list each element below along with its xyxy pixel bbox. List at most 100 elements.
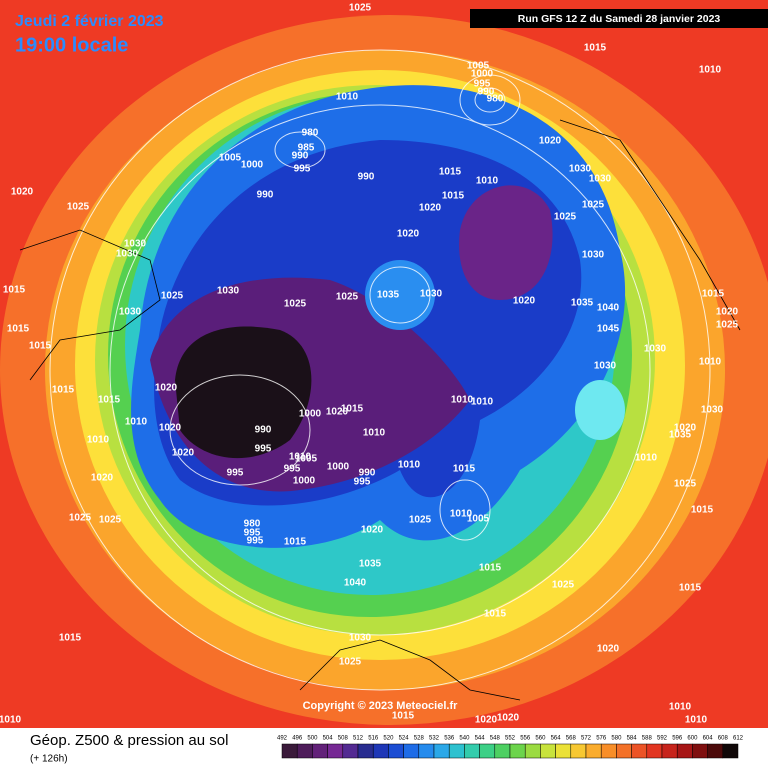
isobar-label: 1020: [716, 307, 739, 318]
isobar-label: 1030: [217, 286, 240, 297]
isobar-label: 1005: [467, 514, 490, 525]
scale-label: 568: [566, 736, 577, 742]
isobar-label: 1015: [3, 285, 26, 296]
isobar-label: 1000: [471, 69, 494, 80]
scale-label: 556: [520, 736, 531, 742]
isobar-label: 1030: [124, 239, 147, 250]
isobar-label: 990: [478, 87, 495, 98]
scale-box: [403, 743, 420, 759]
scale-box: [418, 743, 435, 759]
scale-box: [357, 743, 374, 759]
isobar-label: 1010: [87, 435, 110, 446]
isobar-label: 1020: [159, 423, 182, 434]
run-box: [470, 9, 768, 28]
isobar-label: 1025: [161, 291, 184, 302]
scale-box: [372, 743, 389, 759]
isobar-label: 990: [292, 151, 309, 162]
scale-box: [570, 743, 587, 759]
scale-label: 492: [277, 736, 288, 742]
isobar-label: 1025: [674, 479, 697, 490]
isobar-label: 1010: [451, 395, 474, 406]
scale-box: [327, 743, 344, 759]
scale-box: [281, 743, 298, 759]
scale-box: [600, 743, 617, 759]
isobar-label: 1020: [674, 423, 697, 434]
isobar-labels: 1025101510101005100099599098010109809859…: [0, 3, 739, 726]
isobar-label: 1015: [59, 633, 82, 644]
scale-label: 588: [642, 736, 653, 742]
scale-box: [494, 743, 511, 759]
scale-box: [722, 743, 739, 759]
scale-label: 508: [338, 736, 349, 742]
scale-box: [540, 743, 556, 759]
scale-box: [707, 743, 724, 759]
scale-box: [464, 743, 480, 759]
isobar-label: 1000: [241, 160, 264, 171]
isobar-label: 1025: [284, 299, 307, 310]
geopotential-field: [0, 0, 768, 728]
isobar-label: 1030: [119, 307, 142, 318]
isobar-label: 1025: [582, 200, 605, 211]
isobar-label: 995: [255, 444, 272, 455]
scale-box: [661, 743, 678, 759]
isobar-label: 1030: [582, 250, 605, 261]
isobar-label: 1010: [699, 357, 722, 368]
isobar-label: 1015: [439, 167, 462, 178]
isobar-label: 990: [257, 190, 274, 201]
isobar-label: 1000: [299, 409, 322, 420]
scale-label: 540: [459, 736, 470, 742]
scale-box: [676, 743, 693, 759]
isobar-label: 995: [354, 477, 371, 488]
isobar-label: 1010: [699, 65, 722, 76]
isobar-label: 1020: [326, 407, 349, 418]
isobar-lines: [49, 49, 711, 691]
copyright: Copyright © 2023 Meteociel.fr: [303, 700, 459, 712]
scale-label: 596: [672, 736, 683, 742]
isobar-label: 1010: [450, 509, 473, 520]
isobar-label: 1020: [91, 473, 114, 484]
isobar-label: 1030: [594, 361, 617, 372]
isobar-label: 1040: [344, 578, 367, 589]
scale-label: 532: [429, 736, 440, 742]
scale-label: 580: [611, 736, 622, 742]
isobar-label: 1020: [155, 383, 178, 394]
scale-label: 548: [490, 736, 501, 742]
isobar-label: 1035: [669, 430, 692, 441]
isobar-label: 990: [255, 425, 272, 436]
isobar-label: 1000: [293, 476, 316, 487]
scale-box: [479, 743, 496, 759]
isobar-label: 1015: [479, 563, 502, 574]
scale-label: 592: [657, 736, 668, 742]
isobar-label: 1025: [554, 212, 577, 223]
isobar-label: 1010: [635, 453, 658, 464]
scale-box: [631, 743, 648, 759]
isobar-label: 1030: [644, 344, 667, 355]
isobar-label: 1025: [69, 513, 92, 524]
scale-box: [509, 743, 526, 759]
scale-label: 564: [551, 736, 562, 742]
scale-label: 572: [581, 736, 592, 742]
isobar-label: 1020: [397, 229, 420, 240]
scale-label: 528: [414, 736, 425, 742]
isobar-label: 1015: [484, 609, 507, 620]
isobar-label: 1030: [589, 174, 612, 185]
scale-box: [448, 743, 465, 759]
footer-title: Géop. Z500 & pression au sol: [30, 732, 228, 749]
isobar-label: 1010: [336, 92, 359, 103]
isobar-label: 1015: [52, 385, 75, 396]
coastlines: [19, 119, 741, 701]
scale-label: 576: [596, 736, 607, 742]
time: 19:00 locale: [15, 34, 128, 56]
isobar-label: 1025: [67, 202, 90, 213]
date: Jeudi 2 février 2023: [15, 13, 164, 30]
isobar-label: 1030: [569, 164, 592, 175]
isobar-label: 1015: [392, 711, 415, 722]
isobar-label: 1040: [597, 303, 620, 314]
isobar-label: 995: [247, 536, 264, 547]
scale-box: [646, 743, 663, 759]
isobar-label: 1020: [419, 203, 442, 214]
isobar-label: 1020: [497, 713, 520, 724]
scale-label: 524: [399, 736, 410, 742]
isobar-label: 1015: [691, 505, 714, 516]
